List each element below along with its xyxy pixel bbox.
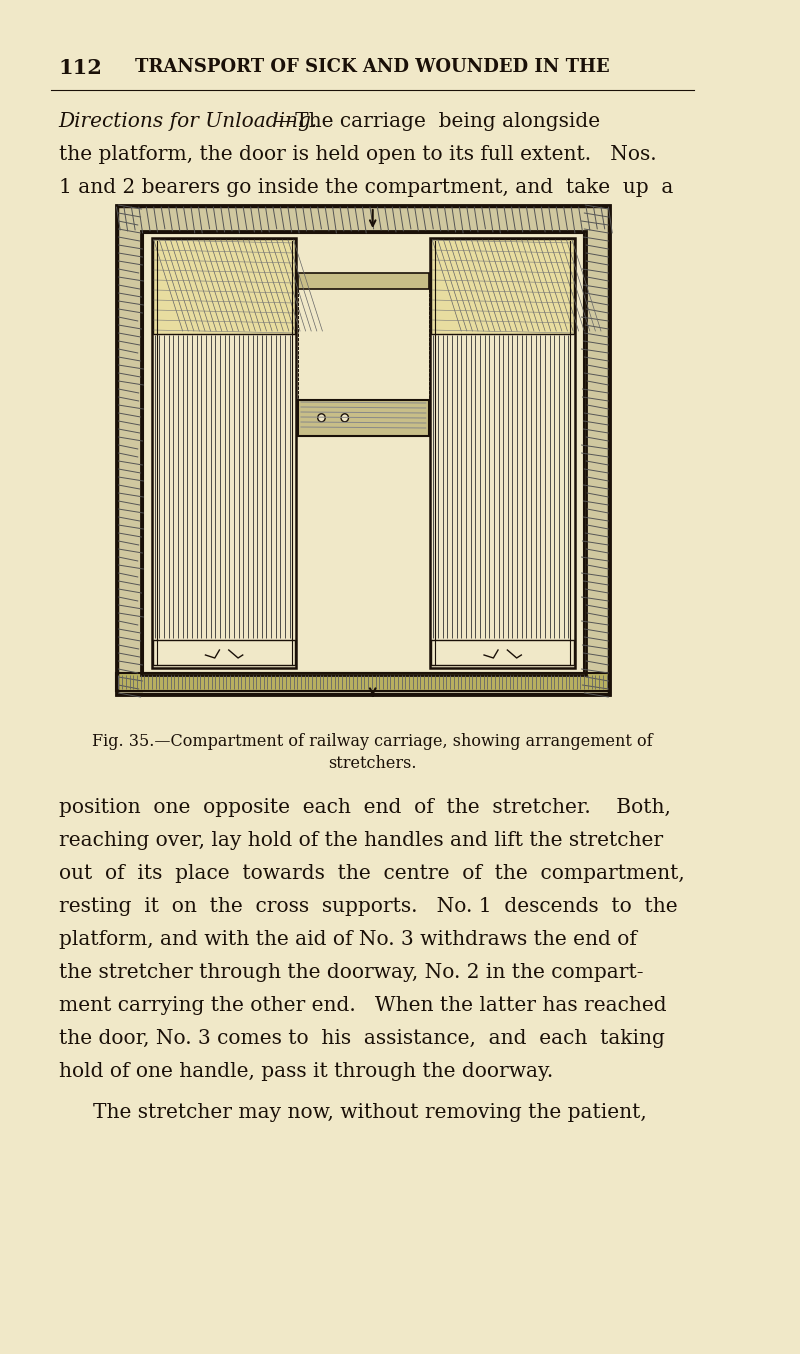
Bar — [141, 232, 586, 676]
Circle shape — [341, 414, 349, 422]
Text: the door, No. 3 comes to  his  assistance,  and  each  taking: the door, No. 3 comes to his assistance,… — [58, 1029, 665, 1048]
Text: the platform, the door is held open to its full extent.   Nos.: the platform, the door is held open to i… — [58, 145, 656, 164]
Bar — [153, 240, 295, 334]
Text: The stretcher may now, without removing the patient,: The stretcher may now, without removing … — [93, 1104, 647, 1122]
Text: hold of one handle, pass it through the doorway.: hold of one handle, pass it through the … — [58, 1062, 553, 1080]
Text: reaching over, lay hold of the handles and lift the stretcher: reaching over, lay hold of the handles a… — [58, 831, 663, 850]
Bar — [117, 204, 610, 695]
Text: the stretcher through the doorway, No. 2 in the compart-: the stretcher through the doorway, No. 2… — [58, 963, 643, 982]
Text: stretchers.: stretchers. — [329, 756, 417, 772]
Bar — [152, 238, 296, 668]
Circle shape — [318, 414, 325, 422]
Text: Directions for Unloading.: Directions for Unloading. — [58, 112, 318, 131]
Text: Fig. 35.—Compartment of railway carriage, showing arrangement of: Fig. 35.—Compartment of railway carriage… — [92, 733, 653, 750]
Bar — [584, 204, 610, 695]
Bar — [431, 240, 574, 334]
Text: platform, and with the aid of No. 3 withdraws the end of: platform, and with the aid of No. 3 with… — [58, 930, 637, 949]
Text: resting  it  on  the  cross  supports.   No. 1  descends  to  the: resting it on the cross supports. No. 1 … — [58, 896, 678, 917]
Bar — [117, 204, 142, 695]
Bar — [298, 274, 429, 290]
Bar — [118, 206, 610, 695]
Bar — [298, 399, 429, 436]
Bar — [117, 673, 610, 691]
Bar — [153, 640, 295, 665]
Text: 1 and 2 bearers go inside the compartment, and  take  up  a: 1 and 2 bearers go inside the compartmen… — [58, 177, 673, 196]
Bar — [430, 238, 575, 668]
Bar — [431, 640, 574, 665]
Bar — [117, 204, 610, 233]
Text: ment carrying the other end.   When the latter has reached: ment carrying the other end. When the la… — [58, 997, 666, 1016]
Text: TRANSPORT OF SICK AND WOUNDED IN THE: TRANSPORT OF SICK AND WOUNDED IN THE — [135, 58, 610, 76]
Bar — [142, 233, 584, 673]
Text: 112: 112 — [58, 58, 102, 79]
Text: —The carriage  being alongside: —The carriage being alongside — [275, 112, 600, 131]
Text: out  of  its  place  towards  the  centre  of  the  compartment,: out of its place towards the centre of t… — [58, 864, 685, 883]
Text: position  one  opposite  each  end  of  the  stretcher.    Both,: position one opposite each end of the st… — [58, 798, 670, 816]
